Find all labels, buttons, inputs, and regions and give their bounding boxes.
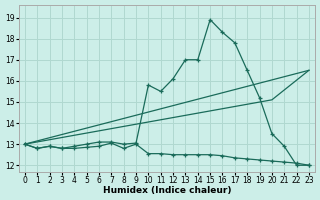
X-axis label: Humidex (Indice chaleur): Humidex (Indice chaleur) (103, 186, 231, 195)
